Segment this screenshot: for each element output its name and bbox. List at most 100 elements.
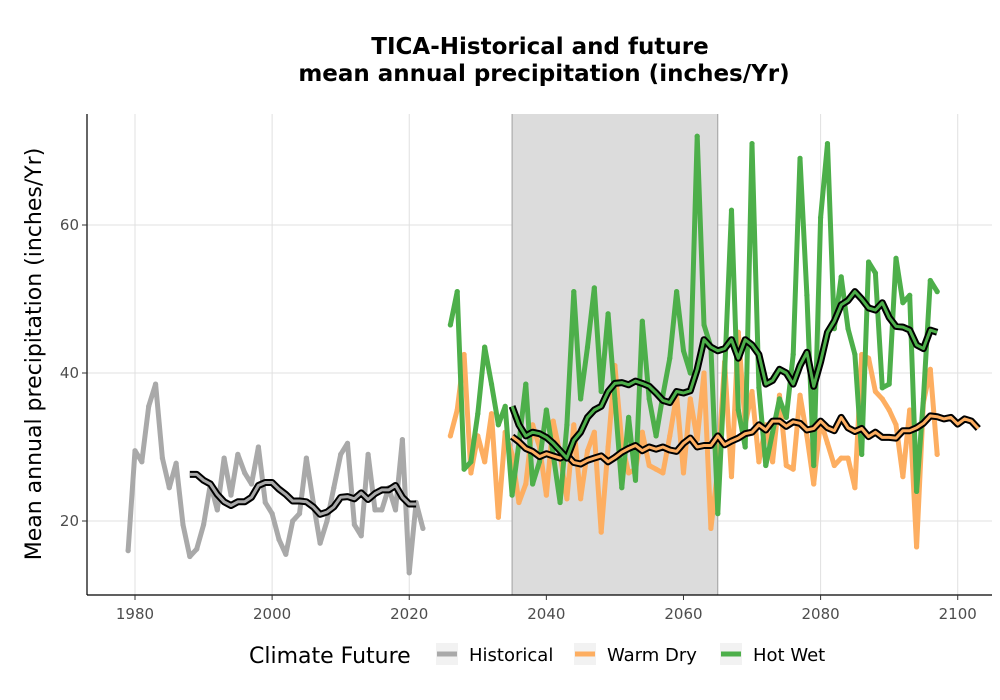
x-tick-label: 2080 bbox=[802, 605, 840, 623]
rolling-mean-line-warm-dry bbox=[511, 414, 980, 466]
data-point-hot-wet bbox=[886, 381, 892, 387]
data-point-warm-dry bbox=[591, 429, 597, 435]
data-point-hot-wet bbox=[838, 274, 844, 280]
data-point-hot-wet bbox=[461, 466, 467, 472]
data-point-hot-wet bbox=[817, 215, 824, 221]
data-point-hot-wet bbox=[811, 462, 817, 469]
data-point-warm-dry bbox=[728, 474, 735, 480]
legend-title: Climate Future bbox=[249, 644, 411, 669]
data-point-historical bbox=[187, 553, 193, 560]
data-point-historical bbox=[324, 518, 330, 524]
data-point-historical bbox=[139, 459, 145, 465]
data-point-hot-wet bbox=[509, 492, 515, 498]
data-point-hot-wet bbox=[598, 388, 604, 395]
data-point-historical bbox=[132, 448, 138, 454]
y-axis-title: Mean annual precipitation (inches/Yr) bbox=[22, 148, 47, 561]
data-point-warm-dry bbox=[907, 407, 913, 413]
data-point-hot-wet bbox=[605, 311, 611, 317]
data-point-hot-wet bbox=[845, 326, 851, 332]
data-point-warm-dry bbox=[660, 470, 666, 476]
data-point-historical bbox=[262, 499, 268, 506]
data-point-hot-wet bbox=[694, 133, 700, 139]
data-point-hot-wet bbox=[687, 370, 693, 376]
data-point-hot-wet bbox=[907, 292, 913, 298]
data-point-hot-wet bbox=[626, 414, 632, 420]
data-point-warm-dry bbox=[797, 392, 803, 398]
data-point-warm-dry bbox=[824, 440, 831, 446]
data-point-warm-dry bbox=[790, 466, 796, 472]
data-point-warm-dry bbox=[770, 459, 776, 465]
data-point-warm-dry bbox=[811, 481, 817, 487]
data-point-hot-wet bbox=[927, 277, 933, 284]
data-point-warm-dry bbox=[687, 396, 693, 402]
data-point-hot-wet bbox=[584, 344, 591, 350]
data-point-hot-wet bbox=[523, 381, 529, 387]
data-point-warm-dry bbox=[584, 448, 591, 454]
data-point-hot-wet bbox=[468, 459, 474, 465]
series-lines bbox=[125, 133, 940, 576]
data-point-historical bbox=[372, 507, 378, 513]
data-point-historical bbox=[255, 444, 262, 450]
data-point-warm-dry bbox=[598, 529, 604, 535]
data-point-warm-dry bbox=[530, 422, 536, 428]
data-point-hot-wet bbox=[701, 322, 707, 328]
data-point-historical bbox=[180, 522, 186, 528]
rolling-mean-line-historical bbox=[189, 472, 417, 516]
rolling-mean-lines bbox=[189, 288, 981, 518]
data-point-historical bbox=[166, 485, 172, 491]
data-point-hot-wet bbox=[482, 344, 488, 350]
data-point-historical bbox=[146, 403, 152, 409]
data-point-hot-wet bbox=[502, 403, 508, 409]
legend-label-hot-wet: Hot Wet bbox=[753, 645, 825, 666]
data-point-warm-dry bbox=[776, 392, 783, 398]
data-point-hot-wet bbox=[763, 462, 769, 469]
data-point-warm-dry bbox=[543, 492, 549, 498]
data-point-hot-wet bbox=[824, 141, 831, 147]
data-point-hot-wet bbox=[715, 510, 721, 517]
x-tick-label: 1980 bbox=[116, 605, 154, 623]
data-point-hot-wet bbox=[447, 322, 453, 328]
data-point-historical bbox=[331, 485, 337, 491]
data-point-historical bbox=[242, 470, 248, 476]
data-point-historical bbox=[303, 455, 309, 461]
data-point-warm-dry bbox=[934, 451, 940, 457]
series-line-historical bbox=[125, 381, 426, 576]
data-point-warm-dry bbox=[523, 481, 529, 487]
data-point-hot-wet bbox=[578, 396, 584, 402]
data-point-hot-wet bbox=[488, 381, 495, 387]
data-point-warm-dry bbox=[495, 514, 501, 520]
data-point-hot-wet bbox=[790, 351, 796, 358]
data-point-warm-dry bbox=[913, 544, 920, 550]
legend-label-historical: Historical bbox=[469, 645, 553, 666]
data-point-hot-wet bbox=[454, 289, 460, 295]
data-point-warm-dry bbox=[653, 466, 659, 472]
data-point-hot-wet bbox=[591, 285, 597, 291]
data-point-warm-dry bbox=[667, 433, 673, 439]
legend-label-warm-dry: Warm Dry bbox=[607, 645, 697, 666]
data-point-historical bbox=[406, 570, 412, 576]
data-point-hot-wet bbox=[920, 396, 927, 402]
data-point-warm-dry bbox=[804, 433, 810, 439]
data-point-hot-wet bbox=[865, 259, 872, 265]
data-point-warm-dry bbox=[605, 444, 611, 450]
data-point-historical bbox=[152, 381, 159, 387]
data-point-warm-dry bbox=[831, 462, 837, 469]
data-point-historical bbox=[194, 546, 200, 552]
data-point-historical bbox=[248, 481, 255, 487]
legend-items: Historical Warm Dry Hot Wet bbox=[436, 643, 825, 666]
data-point-historical bbox=[200, 522, 207, 528]
x-tick-label: 2100 bbox=[939, 605, 977, 623]
data-point-warm-dry bbox=[564, 496, 570, 502]
data-point-warm-dry bbox=[838, 455, 844, 461]
data-point-hot-wet bbox=[639, 318, 645, 324]
data-point-warm-dry bbox=[646, 462, 652, 469]
data-point-warm-dry bbox=[879, 396, 885, 402]
data-point-hot-wet bbox=[783, 414, 789, 420]
data-point-hot-wet bbox=[722, 370, 728, 376]
data-point-warm-dry bbox=[447, 433, 453, 439]
data-point-hot-wet bbox=[530, 481, 536, 487]
x-tick-label: 2020 bbox=[390, 605, 428, 623]
data-point-historical bbox=[159, 455, 166, 461]
data-point-historical bbox=[296, 510, 303, 517]
